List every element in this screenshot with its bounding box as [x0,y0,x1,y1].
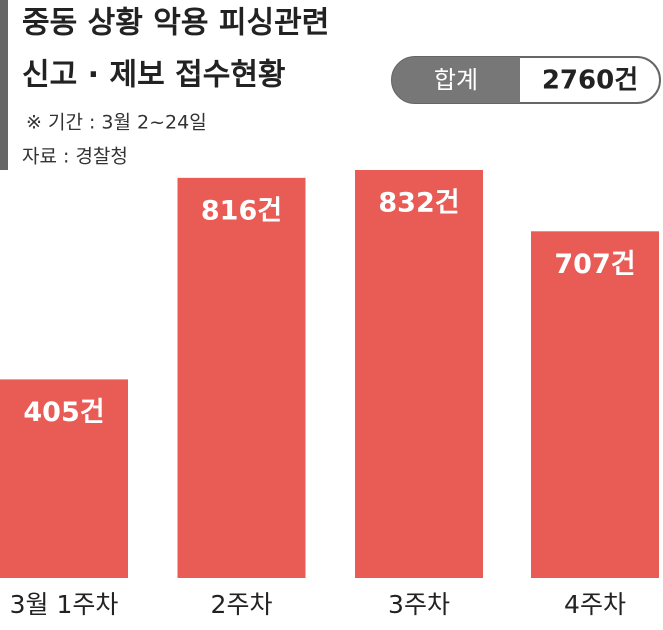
bar [0,379,128,578]
bar [177,177,306,578]
note: ※ 기간 : 3월 2~24일 [26,112,207,134]
accent-bar [0,0,8,170]
x-tick-label: 4주차 [564,590,626,619]
total-badge-left [392,57,520,103]
value-label: 405건 [23,397,104,428]
x-tick-label: 2주차 [211,590,273,619]
total-value: 2760건 [542,66,638,96]
value-label: 816건 [201,195,282,226]
value-label: 707건 [554,249,635,280]
chart-subtitle: 신고 · 제보 접수현황 [22,58,286,93]
source: 자료 : 경찰청 [22,146,128,168]
x-tick-label: 3주차 [388,590,450,619]
chart-title: 중동 상황 악용 피싱관련 [22,6,329,41]
value-label: 832건 [378,188,459,219]
bar [531,231,659,578]
total-label: 합계 [434,66,478,94]
bar [355,170,483,578]
x-tick-label: 3월 1주차 [10,590,119,619]
